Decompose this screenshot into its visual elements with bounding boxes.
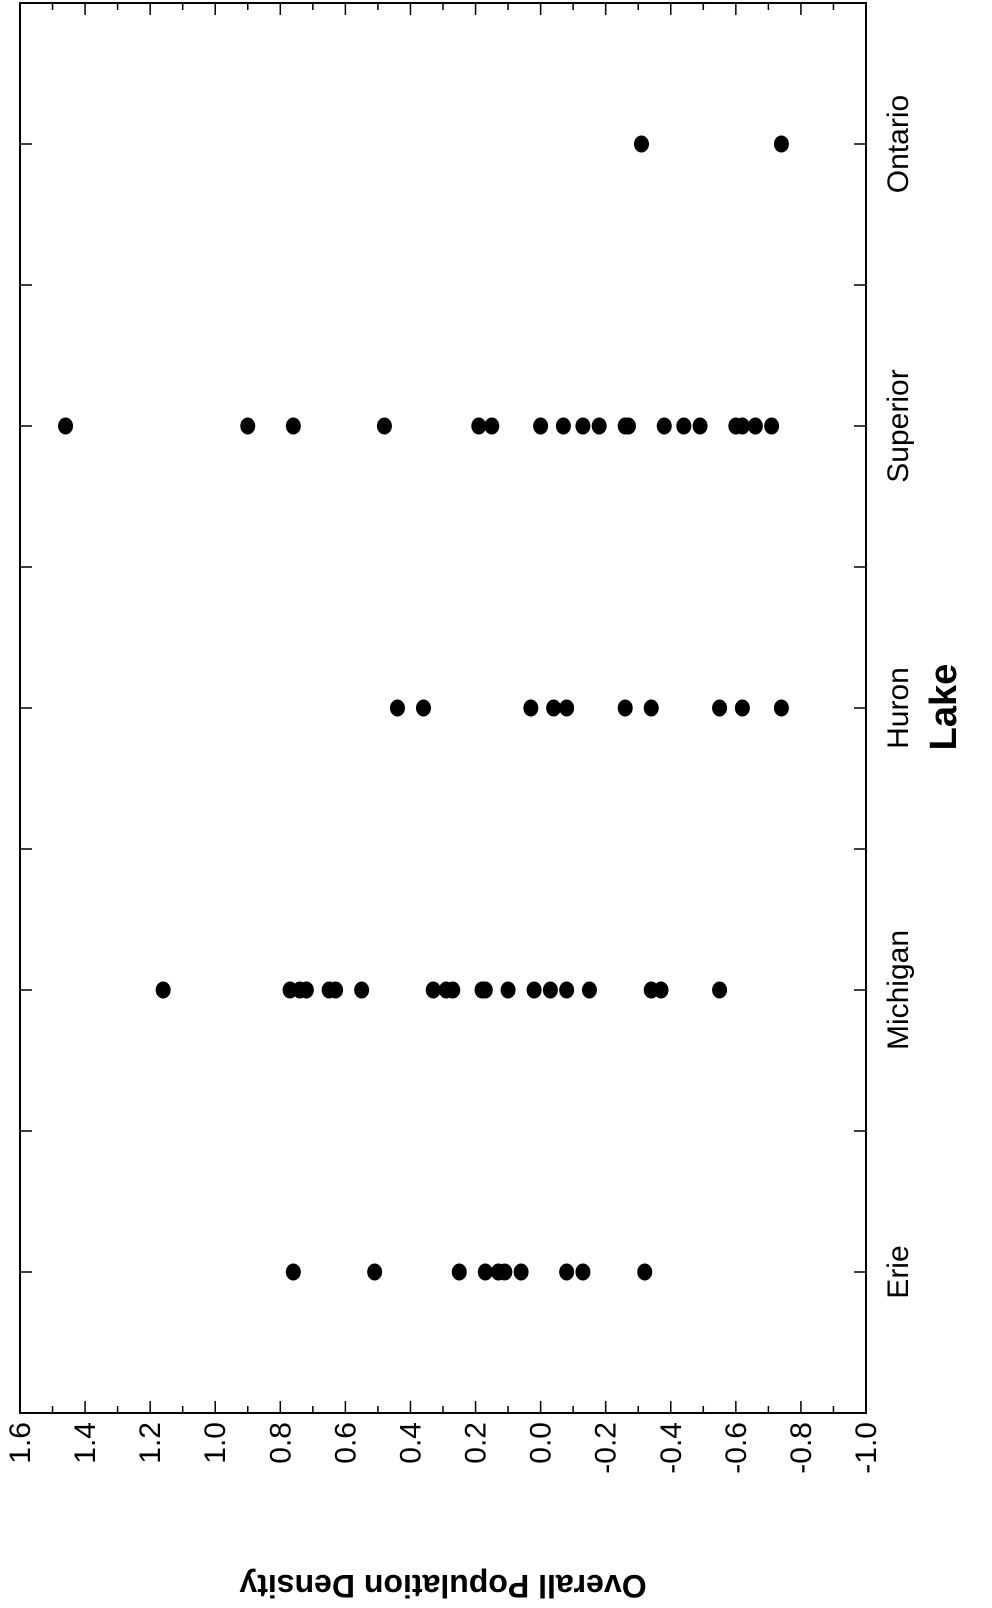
data-points bbox=[58, 135, 789, 1281]
data-point bbox=[591, 417, 607, 435]
data-point bbox=[471, 417, 487, 435]
data-point bbox=[637, 1263, 653, 1281]
y-tick-label: -0.2 bbox=[590, 1422, 623, 1474]
data-point bbox=[526, 981, 542, 999]
data-point bbox=[764, 417, 780, 435]
data-point bbox=[367, 1263, 383, 1281]
data-point bbox=[425, 981, 441, 999]
data-point bbox=[523, 699, 539, 717]
data-point bbox=[285, 417, 301, 435]
data-point bbox=[533, 417, 549, 435]
data-point bbox=[240, 417, 256, 435]
x-axis-title: Lake bbox=[923, 664, 965, 751]
data-point bbox=[656, 417, 672, 435]
data-point bbox=[620, 417, 636, 435]
y-tick-label: -0.6 bbox=[720, 1422, 753, 1474]
data-point bbox=[559, 1263, 575, 1281]
data-point bbox=[734, 417, 750, 435]
data-point bbox=[712, 981, 728, 999]
axis-ticks bbox=[19, 2, 867, 1414]
y-tick-label: 1.2 bbox=[134, 1422, 167, 1464]
data-point bbox=[513, 1263, 529, 1281]
data-point bbox=[477, 981, 493, 999]
data-point bbox=[575, 417, 591, 435]
category-label: Erie bbox=[882, 1245, 915, 1298]
data-point bbox=[734, 699, 750, 717]
x-axis-category-labels: Erie Michigan Huron Superior Ontario bbox=[882, 95, 915, 1299]
data-point bbox=[643, 699, 659, 717]
y-tick-label: 1.0 bbox=[199, 1422, 232, 1464]
data-point bbox=[559, 699, 575, 717]
data-point bbox=[445, 981, 461, 999]
data-point bbox=[773, 135, 789, 153]
data-point bbox=[389, 699, 405, 717]
data-point bbox=[58, 417, 74, 435]
category-label: Superior bbox=[882, 369, 915, 482]
data-point bbox=[451, 1263, 467, 1281]
category-label: Ontario bbox=[882, 95, 915, 193]
data-point bbox=[484, 417, 500, 435]
y-tick-label: 0.0 bbox=[525, 1422, 558, 1464]
data-point bbox=[354, 981, 370, 999]
data-point bbox=[155, 981, 171, 999]
y-axis-tick-labels: 1.6 1.4 1.2 1.0 0.8 0.6 0.4 0.2 0.0 -0.2 -0.4 -0.6-… bbox=[4, 1422, 883, 1474]
y-tick-label: 0.6 bbox=[329, 1422, 362, 1464]
data-point bbox=[712, 699, 728, 717]
data-point bbox=[692, 417, 708, 435]
data-point bbox=[500, 981, 516, 999]
data-point bbox=[676, 417, 692, 435]
data-point bbox=[546, 699, 562, 717]
data-point bbox=[376, 417, 392, 435]
data-point bbox=[542, 981, 558, 999]
y-tick-label: 1.6 bbox=[4, 1422, 37, 1464]
data-point bbox=[575, 1263, 591, 1281]
data-point bbox=[415, 699, 431, 717]
y-tick-label: 1.4 bbox=[69, 1422, 102, 1464]
y-tick-label: 0.2 bbox=[460, 1422, 493, 1464]
data-point bbox=[477, 1263, 493, 1281]
data-point bbox=[497, 1263, 513, 1281]
data-point bbox=[559, 981, 575, 999]
y-tick-label: 0.8 bbox=[264, 1422, 297, 1464]
data-point bbox=[773, 699, 789, 717]
y-tick-label: -1.0 bbox=[850, 1422, 883, 1474]
data-point bbox=[617, 699, 633, 717]
data-point bbox=[747, 417, 763, 435]
data-point bbox=[328, 981, 344, 999]
category-label: Huron bbox=[882, 667, 915, 749]
y-tick-label: -0.4 bbox=[655, 1422, 688, 1474]
y-tick-label: 0.4 bbox=[394, 1422, 427, 1464]
y-axis-title: Overall Population Density bbox=[239, 1568, 646, 1604]
category-label: Michigan bbox=[882, 930, 915, 1050]
data-point bbox=[653, 981, 669, 999]
data-point bbox=[555, 417, 571, 435]
data-point bbox=[285, 1263, 301, 1281]
data-point bbox=[581, 981, 597, 999]
data-point bbox=[298, 981, 314, 999]
y-tick-label: -0.8 bbox=[785, 1422, 818, 1474]
data-point bbox=[633, 135, 649, 153]
